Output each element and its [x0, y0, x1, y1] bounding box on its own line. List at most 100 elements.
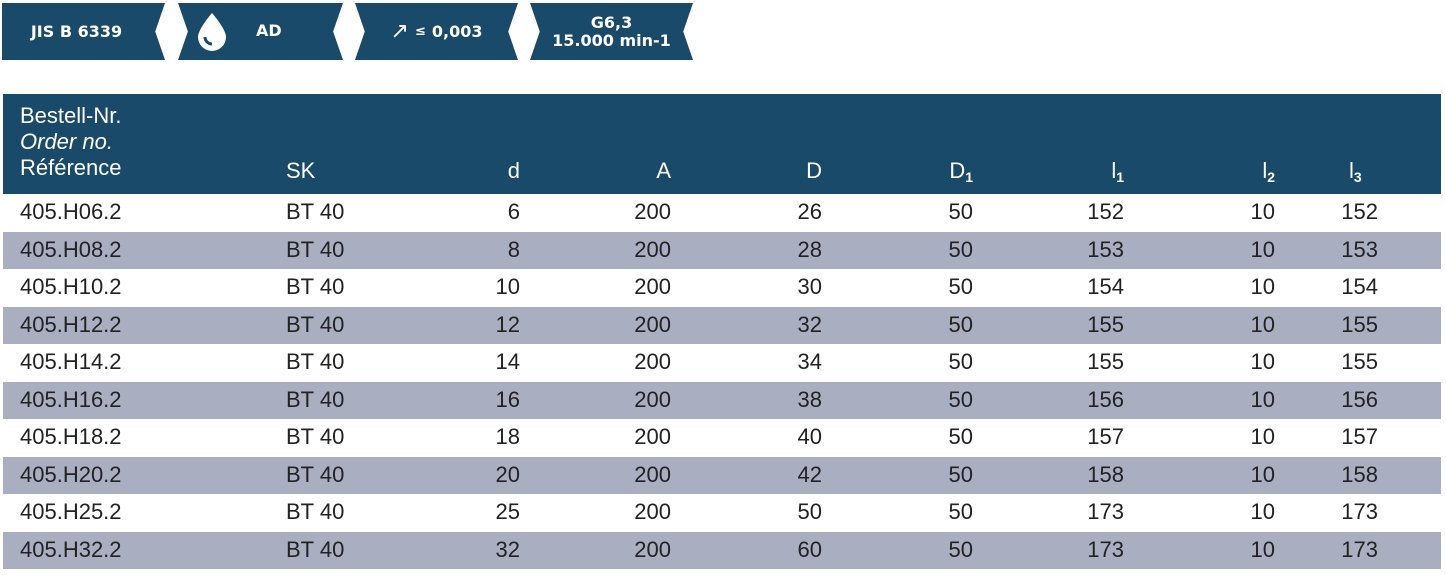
cell-D: 40: [797, 424, 822, 449]
cell-l1: 154: [1087, 274, 1124, 299]
table-row: 405.H20.2 BT 40 20 200 42 50 158 10 158: [3, 456, 1441, 494]
coolant-badge: AD: [178, 3, 343, 60]
cell-sk: BT 40: [286, 199, 345, 224]
cell-sk: BT 40: [286, 386, 345, 412]
cell-l1: 152: [1087, 199, 1124, 224]
reference-header-de: Bestell-Nr.: [20, 103, 122, 128]
cell-l1: 158: [1087, 461, 1124, 487]
cell-l3: 154: [1341, 274, 1378, 299]
spec-badges: JIS B 6339 AD ↗ ≤ 0,003 G6,3 15.000 min-…: [0, 0, 1446, 62]
droplet-icon: [198, 13, 226, 51]
table-row: 405.H10.2 BT 40 10 200 30 50 154 10 154: [3, 269, 1441, 307]
cell-sk: BT 40: [286, 349, 345, 374]
cell-order-no: 405.H12.2: [20, 311, 122, 337]
less-equal-symbol: ≤: [414, 24, 426, 39]
cell-a: 200: [634, 536, 671, 562]
cell-D1: 50: [948, 499, 973, 524]
cell-sk: BT 40: [286, 536, 345, 562]
cell-l1: 157: [1087, 424, 1124, 449]
cell-D: 60: [797, 536, 822, 562]
runout-arrow-icon: ↗: [390, 19, 409, 44]
cell-l1: 173: [1087, 499, 1124, 524]
table-row: 405.H18.2 BT 40 18 200 40 50 157 10 157: [3, 419, 1441, 457]
cell-l2: 10: [1250, 349, 1275, 374]
header-l3: l3: [1349, 158, 1362, 185]
cell-l2: 10: [1250, 236, 1275, 262]
cell-D: 50: [797, 499, 822, 524]
table-row: 405.H16.2 BT 40 16 200 38 50 156 10 156: [3, 381, 1441, 419]
cell-sk: BT 40: [286, 274, 345, 299]
cell-l1: 153: [1087, 236, 1124, 262]
cell-order-no: 405.H25.2: [20, 499, 122, 524]
cell-D: 26: [797, 199, 822, 224]
cell-order-no: 405.H06.2: [20, 199, 122, 224]
cell-l2: 10: [1250, 499, 1275, 524]
coolant-label: AD: [256, 21, 282, 40]
cell-d: 12: [495, 311, 520, 337]
cell-sk: BT 40: [286, 499, 345, 524]
cell-d: 20: [495, 461, 520, 487]
cell-order-no: 405.H32.2: [20, 536, 122, 562]
cell-l3: 173: [1341, 536, 1378, 562]
header-D: D: [806, 158, 822, 183]
cell-d: 6: [507, 199, 520, 224]
cell-D1: 50: [948, 274, 973, 299]
cell-l1: 156: [1087, 386, 1124, 412]
cell-D1: 50: [948, 386, 973, 412]
cell-D1: 50: [948, 311, 973, 337]
header-sk: SK: [286, 158, 316, 183]
standard-label: JIS B 6339: [30, 22, 123, 41]
reference-header-en: Order no.: [20, 129, 113, 154]
table-row: 405.H32.2 BT 40 32 200 60 50 173 10 173: [3, 531, 1441, 569]
cell-l3: 158: [1341, 461, 1378, 487]
cell-l3: 153: [1341, 236, 1378, 262]
header-l2: l2: [1262, 158, 1275, 185]
reference-header: Bestell-Nr. Order no. Référence: [20, 103, 122, 181]
cell-D1: 50: [948, 424, 973, 449]
runout-value: 0,003: [431, 22, 483, 41]
cell-d: 32: [495, 536, 520, 562]
table-row: 405.H25.2 BT 40 25 200 50 50 173 10 173: [3, 494, 1441, 532]
cell-D1: 50: [948, 349, 973, 374]
cell-order-no: 405.H16.2: [20, 386, 122, 412]
cell-l2: 10: [1250, 424, 1275, 449]
cell-d: 10: [495, 274, 520, 299]
cell-D1: 50: [948, 199, 973, 224]
cell-d: 18: [495, 424, 520, 449]
table-header: Bestell-Nr. Order no. Référence SK d A D…: [3, 94, 1441, 194]
cell-sk: BT 40: [286, 461, 345, 487]
cell-l3: 152: [1341, 199, 1378, 224]
cell-D: 42: [797, 461, 822, 487]
cell-order-no: 405.H08.2: [20, 236, 122, 262]
cell-a: 200: [634, 349, 671, 374]
cell-D1: 50: [948, 236, 973, 262]
cell-a: 200: [634, 199, 671, 224]
header-l1: l1: [1111, 158, 1124, 185]
cell-l3: 155: [1341, 349, 1378, 374]
cell-l2: 10: [1250, 199, 1275, 224]
cell-a: 200: [634, 386, 671, 412]
cell-d: 16: [495, 386, 520, 412]
cell-a: 200: [634, 461, 671, 487]
cell-D: 38: [797, 386, 822, 412]
balance-badge: G6,3 15.000 min-1: [530, 3, 693, 60]
standard-badge: JIS B 6339: [2, 3, 165, 60]
cell-D1: 50: [948, 461, 973, 487]
cell-order-no: 405.H18.2: [20, 424, 122, 449]
header-D1: D1: [949, 158, 973, 185]
cell-a: 200: [634, 311, 671, 337]
cell-a: 200: [634, 499, 671, 524]
cell-l1: 155: [1087, 311, 1124, 337]
table-body: 405.H06.2 BT 40 6 200 26 50 152 10 152 405.H08.2 B…: [3, 194, 1441, 569]
cell-sk: BT 40: [286, 236, 345, 262]
cell-D: 28: [797, 236, 822, 262]
table-row: 405.H08.2 BT 40 8 200 28 50 153 10 153: [3, 231, 1441, 269]
cell-a: 200: [634, 236, 671, 262]
table-row: 405.H12.2 BT 40 12 200 32 50 155 10 155: [3, 306, 1441, 344]
cell-d: 25: [495, 499, 520, 524]
cell-sk: BT 40: [286, 311, 345, 337]
balance-grade: G6,3: [590, 12, 633, 32]
cell-l3: 155: [1341, 311, 1378, 337]
cell-order-no: 405.H14.2: [20, 349, 122, 374]
cell-l3: 157: [1341, 424, 1378, 449]
